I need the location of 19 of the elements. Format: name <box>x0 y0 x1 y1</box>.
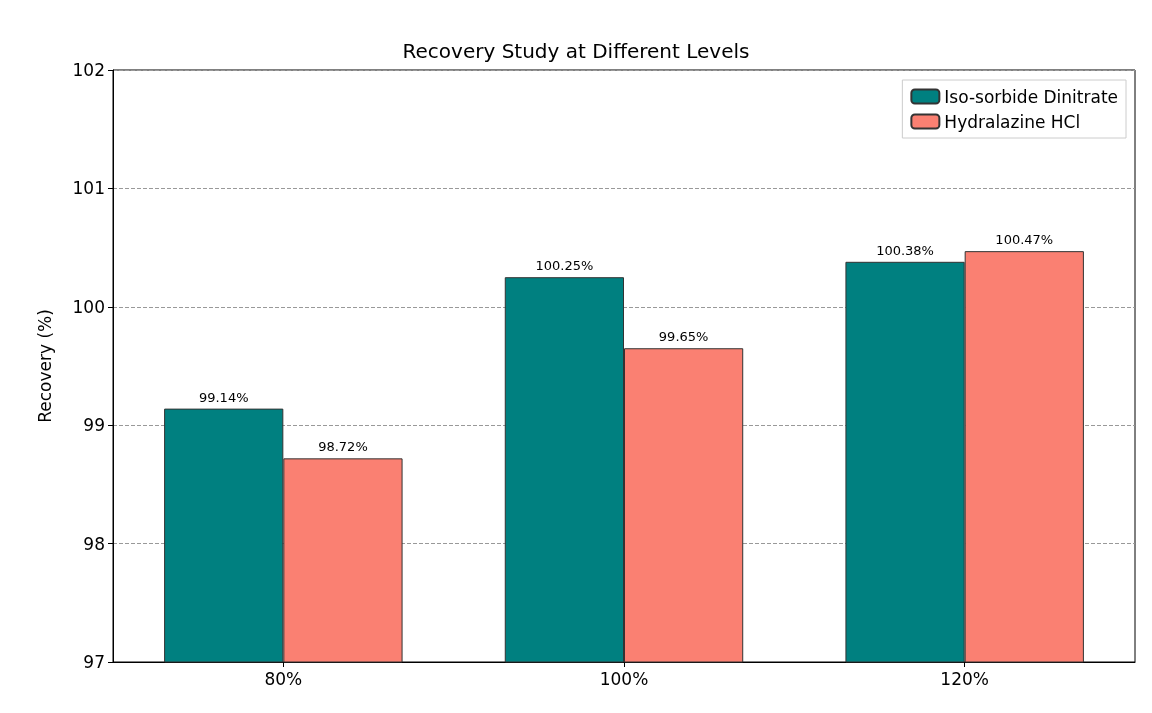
legend-label: Iso-sorbide Dinitrate <box>944 86 1119 107</box>
y-tick-label: 98 <box>83 533 105 554</box>
y-tick-label: 97 <box>83 652 105 672</box>
x-tick-label: 80% <box>264 668 303 689</box>
data-label: 98.72% <box>318 439 368 455</box>
data-label: 99.65% <box>658 329 709 345</box>
data-label: 100.25% <box>535 258 594 274</box>
x-tick-label: 120% <box>940 668 989 689</box>
x-tick-label: 100% <box>599 668 649 689</box>
chart-title: Recovery Study at Different Levels <box>402 39 750 63</box>
y-tick-label: 102 <box>72 60 105 80</box>
legend-label: Hydralazine HCl <box>944 111 1081 132</box>
data-label: 99.14% <box>198 389 249 405</box>
y-tick-label: 101 <box>72 178 105 199</box>
data-label: 100.38% <box>876 242 934 258</box>
y-tick-label: 100 <box>72 296 105 317</box>
data-label: 100.47% <box>995 232 1054 248</box>
y-tick-label: 99 <box>83 415 105 436</box>
y-axis-title: Recovery (%) <box>34 309 55 423</box>
